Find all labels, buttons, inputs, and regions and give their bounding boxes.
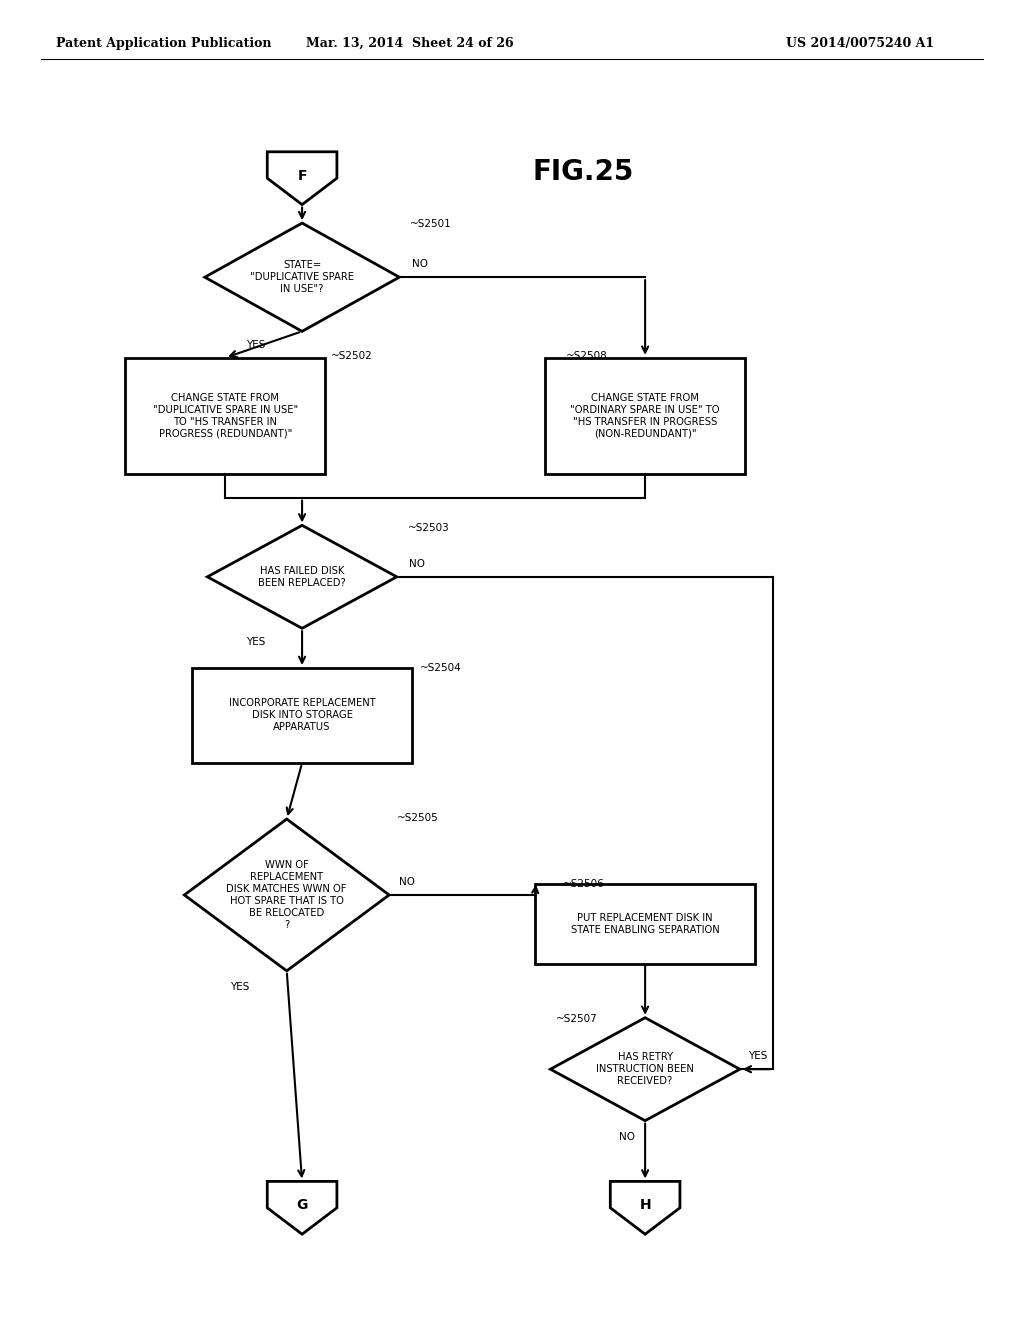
Text: ~S2501: ~S2501 [410, 219, 452, 230]
Text: PUT REPLACEMENT DISK IN
STATE ENABLING SEPARATION: PUT REPLACEMENT DISK IN STATE ENABLING S… [570, 913, 720, 935]
Text: HAS RETRY
INSTRUCTION BEEN
RECEIVED?: HAS RETRY INSTRUCTION BEEN RECEIVED? [596, 1052, 694, 1086]
Bar [545, 358, 745, 474]
Text: YES: YES [246, 339, 265, 350]
Text: ~S2506: ~S2506 [563, 879, 605, 890]
Text: ~S2502: ~S2502 [331, 351, 373, 362]
Text: WWN OF
REPLACEMENT
DISK MATCHES WWN OF
HOT SPARE THAT IS TO
BE RELOCATED
?: WWN OF REPLACEMENT DISK MATCHES WWN OF H… [226, 859, 347, 931]
Text: ~S2507: ~S2507 [556, 1014, 598, 1024]
Text: G: G [296, 1199, 308, 1212]
Text: CHANGE STATE FROM
"ORDINARY SPARE IN USE" TO
"HS TRANSFER IN PROGRESS
(NON-REDUN: CHANGE STATE FROM "ORDINARY SPARE IN USE… [570, 393, 720, 438]
Text: YES: YES [230, 982, 250, 991]
Text: H: H [639, 1199, 651, 1212]
Text: NO: NO [618, 1131, 635, 1142]
Text: CHANGE STATE FROM
"DUPLICATIVE SPARE IN USE"
TO "HS TRANSFER IN
PROGRESS (REDUND: CHANGE STATE FROM "DUPLICATIVE SPARE IN … [153, 393, 298, 438]
Bar [125, 358, 326, 474]
Text: HAS FAILED DISK
BEEN REPLACED?: HAS FAILED DISK BEEN REPLACED? [258, 566, 346, 587]
Text: NO: NO [412, 259, 428, 269]
Text: Patent Application Publication: Patent Application Publication [56, 37, 271, 50]
Text: ~S2504: ~S2504 [420, 663, 462, 673]
Text: F: F [297, 169, 307, 182]
Text: Mar. 13, 2014  Sheet 24 of 26: Mar. 13, 2014 Sheet 24 of 26 [306, 37, 513, 50]
Text: INCORPORATE REPLACEMENT
DISK INTO STORAGE
APPARATUS: INCORPORATE REPLACEMENT DISK INTO STORAG… [228, 698, 376, 733]
Text: FIG.25: FIG.25 [534, 157, 634, 186]
Text: ~S2508: ~S2508 [566, 351, 608, 362]
Text: YES: YES [246, 636, 265, 647]
Text: NO: NO [399, 876, 416, 887]
Text: NO: NO [409, 558, 425, 569]
Text: US 2014/0075240 A1: US 2014/0075240 A1 [786, 37, 934, 50]
Bar [535, 884, 755, 964]
Text: ~S2503: ~S2503 [408, 523, 450, 533]
Text: ~S2505: ~S2505 [397, 813, 439, 824]
Text: STATE=
"DUPLICATIVE SPARE
IN USE"?: STATE= "DUPLICATIVE SPARE IN USE"? [250, 260, 354, 294]
Bar [193, 668, 412, 763]
Text: YES: YES [748, 1051, 767, 1061]
